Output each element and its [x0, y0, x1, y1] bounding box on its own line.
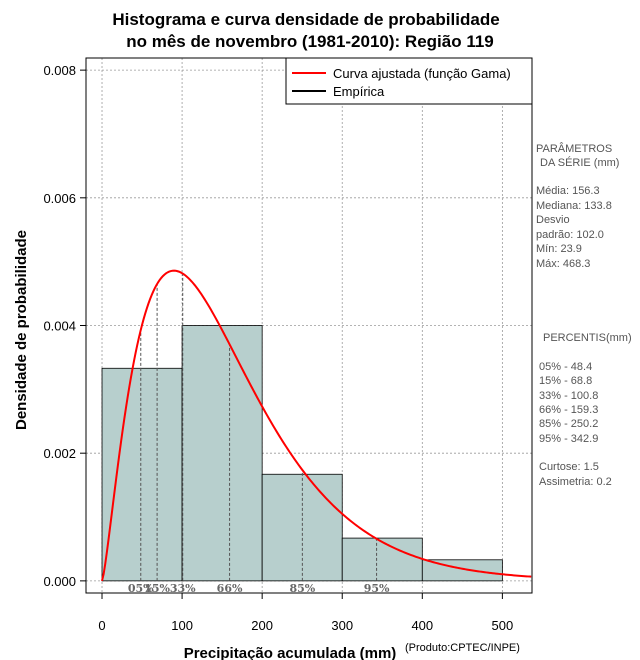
- y-tick-label: 0.004: [43, 319, 76, 334]
- param-min: Mín: 23.9: [536, 243, 582, 255]
- chart-title-line2: no mês de novembro (1981-2010): Região 1…: [126, 32, 494, 51]
- histogram-bar: [341, 537, 423, 582]
- params-title-line1: PARÂMETROS: [536, 142, 612, 155]
- assimetria-value: Assimetria: 0.2: [539, 476, 612, 488]
- histogram-bar: [181, 325, 263, 582]
- param-max: Máx: 468.3: [536, 258, 590, 270]
- legend: Curva ajustada (função Gama) Empírica: [285, 57, 533, 105]
- y-axis-label: Densidade de probabilidade: [13, 230, 30, 430]
- percentis-line: 66% - 159.3: [539, 404, 598, 416]
- legend-empirica-label: Empírica: [333, 84, 385, 99]
- percentile-label: 66%: [217, 582, 243, 595]
- param-desvio-line1: Desvio: [536, 214, 570, 226]
- percentile-label: 15%: [144, 582, 170, 595]
- y-tick-label: 0.008: [43, 63, 76, 78]
- param-mediana: Mediana: 133.8: [536, 200, 612, 212]
- legend-gamma-label: Curva ajustada (função Gama): [333, 66, 511, 81]
- x-axis-label: Precipitação acumulada (mm): [184, 645, 397, 660]
- legend-box: [285, 57, 533, 105]
- percentile-label: 33%: [170, 582, 196, 595]
- percentile-label: 95%: [364, 582, 390, 595]
- params-title-line2: DA SÉRIE (mm): [540, 156, 619, 169]
- x-tick-label: 500: [492, 618, 514, 633]
- param-media: Média: 156.3: [536, 185, 600, 197]
- plot-area: 05%15% 33% 66% 85% 95% 0 100 200 300 400 500 0.000 0…: [43, 57, 533, 633]
- percentis-line: 95% - 342.9: [539, 433, 598, 445]
- series-parameters-panel: PARÂMETROS DA SÉRIE (mm) Média: 156.3 Me…: [536, 142, 619, 270]
- y-tick-label: 0.006: [43, 191, 76, 206]
- percentiles-panel: PERCENTIS(mm) 05% - 48.4 15% - 68.8 33% …: [539, 332, 632, 488]
- y-tick-label: 0.000: [43, 574, 76, 589]
- histogram-bar: [101, 367, 183, 582]
- credit-label: (Produto:CPTEC/INPE): [405, 642, 520, 654]
- percentile-label: 85%: [289, 582, 315, 595]
- percentis-line: 33% - 100.8: [539, 390, 598, 402]
- percentis-line: 05% - 48.4: [539, 361, 592, 373]
- chart-title-line1: Histograma e curva densidade de probabil…: [112, 10, 499, 29]
- x-tick-label: 400: [411, 618, 433, 633]
- x-tick-label: 0: [98, 618, 105, 633]
- gamma-fit-curve: [101, 269, 532, 582]
- percentis-line: 85% - 250.2: [539, 418, 598, 430]
- curtose-value: Curtose: 1.5: [539, 461, 599, 473]
- percentis-title: PERCENTIS(mm): [543, 332, 632, 344]
- x-tick-label: 100: [171, 618, 193, 633]
- percentis-line: 15% - 68.8: [539, 375, 592, 387]
- y-tick-label: 0.002: [43, 446, 76, 461]
- param-desvio-line2: padrão: 102.0: [536, 229, 604, 241]
- x-tick-label: 300: [331, 618, 353, 633]
- percentile-label: 05%: [128, 582, 154, 595]
- x-tick-label: 200: [251, 618, 273, 633]
